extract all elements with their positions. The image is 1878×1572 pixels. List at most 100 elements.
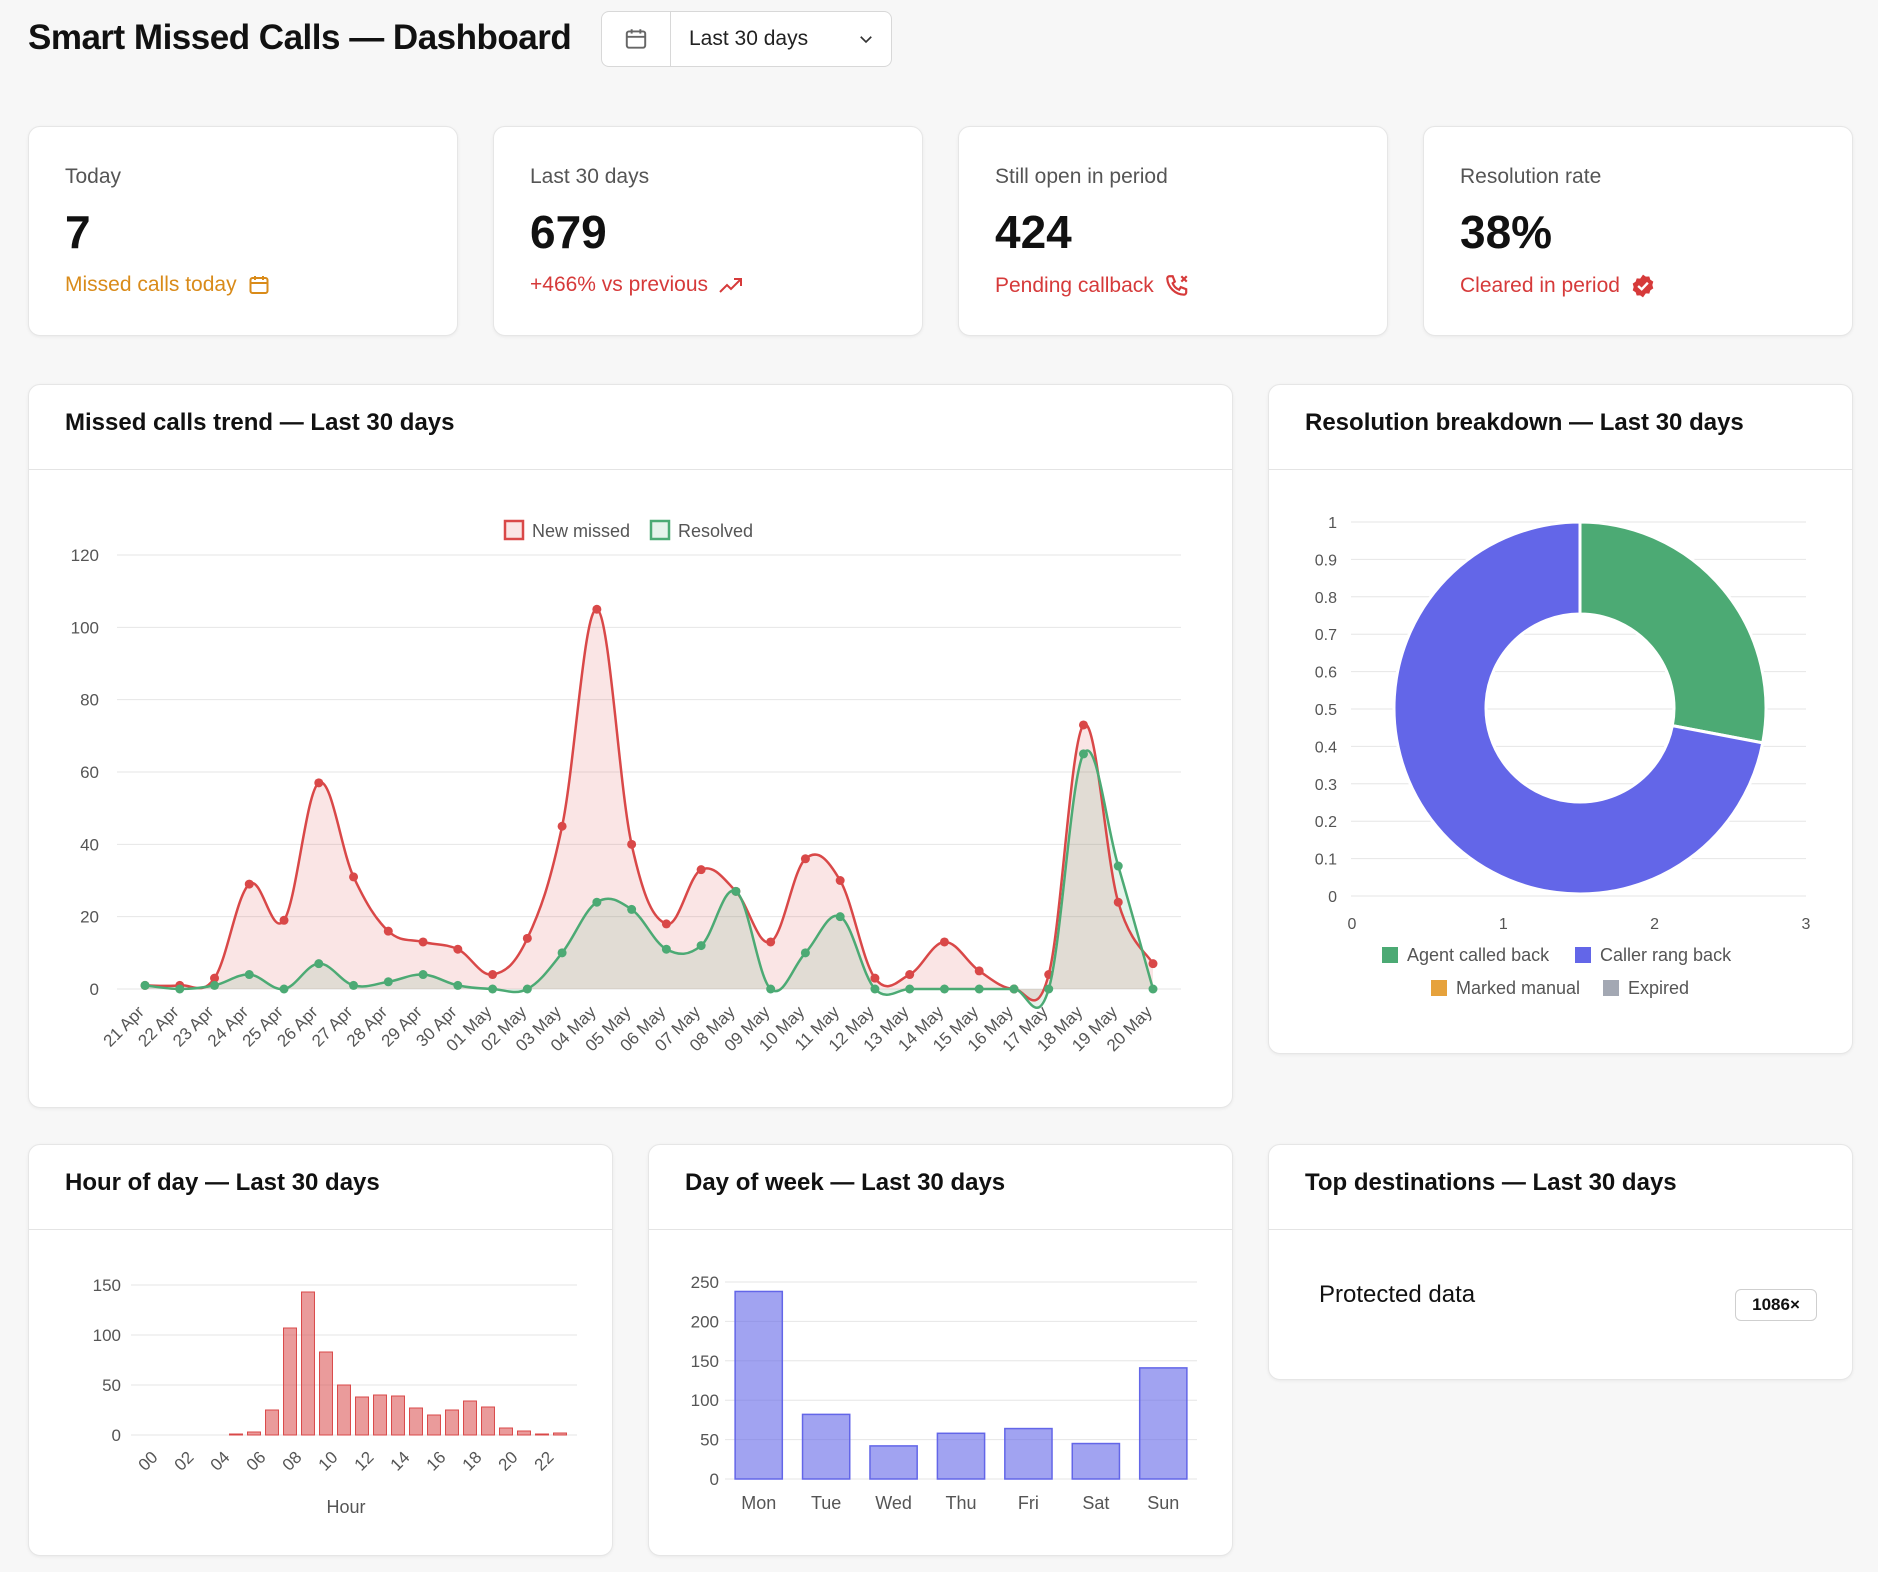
y-tick-label: 0.7 xyxy=(1315,627,1337,644)
x-axis-label: Hour xyxy=(326,1497,365,1517)
data-point xyxy=(974,984,984,994)
resolution-panel: Resolution breakdown — Last 30 days 0 0.1… xyxy=(1268,384,1853,1054)
bar xyxy=(1138,1367,1188,1480)
legend-label: Caller rang back xyxy=(1600,945,1732,965)
bar xyxy=(481,1406,495,1436)
x-tick-label: Fri xyxy=(1018,1493,1039,1513)
bar xyxy=(553,1432,567,1436)
data-point xyxy=(627,839,637,849)
kpi-card-today: Today 7 Missed calls today xyxy=(28,126,458,336)
divider xyxy=(29,469,1232,470)
data-point xyxy=(557,821,567,831)
x-tick-label: 3 xyxy=(1801,916,1810,933)
x-tick-label: 08 xyxy=(279,1448,306,1475)
kpi-subtext-label: +466% vs previous xyxy=(530,273,709,296)
series-area xyxy=(145,750,1153,1008)
y-tick-label: 0 xyxy=(1328,889,1337,906)
legend-swatch xyxy=(1575,947,1591,963)
calendar-button[interactable] xyxy=(602,12,671,66)
data-point xyxy=(349,872,359,882)
destination-name[interactable]: Protected data xyxy=(1319,1281,1476,1308)
bar xyxy=(463,1400,477,1436)
data-point xyxy=(453,980,463,990)
trend-panel: Missed calls trend — Last 30 days 0 20 40 6… xyxy=(28,384,1233,1108)
calendar-icon xyxy=(625,29,647,49)
panel-title: Missed calls trend — Last 30 days xyxy=(65,409,455,436)
legend-swatch xyxy=(1431,980,1447,996)
data-point xyxy=(1078,749,1088,759)
y-tick-label: 200 xyxy=(691,1312,719,1331)
y-tick-label: 120 xyxy=(71,546,99,565)
kpi-label: Last 30 days xyxy=(530,165,650,188)
bar xyxy=(355,1396,369,1436)
legend-label: Marked manual xyxy=(1456,978,1580,998)
bar xyxy=(1071,1442,1121,1480)
bar xyxy=(247,1431,261,1436)
data-point xyxy=(870,984,880,994)
data-point xyxy=(1078,720,1088,730)
x-tick-label: 02 xyxy=(171,1448,198,1475)
y-tick-label: 0.9 xyxy=(1315,552,1337,569)
data-point xyxy=(488,984,498,994)
x-tick-label: 20 xyxy=(495,1448,522,1475)
data-point xyxy=(1113,897,1123,907)
x-tick-label: Thu xyxy=(945,1493,976,1513)
kpi-subtext: Pending callback xyxy=(995,273,1190,299)
data-point xyxy=(418,970,428,980)
data-point xyxy=(244,879,254,889)
x-tick-label: Tue xyxy=(811,1493,841,1513)
legend-label: Agent called back xyxy=(1407,945,1550,965)
kpi-subtext-label: Missed calls today xyxy=(65,273,237,296)
data-point xyxy=(522,984,532,994)
x-tick-label: 14 xyxy=(387,1448,414,1475)
data-point xyxy=(1148,984,1158,994)
kpi-value: 424 xyxy=(995,206,1072,258)
day-of-week-chart: 0 50 100 150 200 250 Mon Tue Wed Thu Fri Sat Sun xyxy=(691,1273,1197,1513)
legend-label: Resolved xyxy=(678,521,753,541)
divider xyxy=(1269,1229,1852,1230)
trending-up-icon xyxy=(719,278,743,293)
panel-title: Hour of day — Last 30 days xyxy=(65,1169,380,1196)
range-dropdown-toggle[interactable] xyxy=(841,30,891,48)
y-tick-label: 0 xyxy=(90,980,99,999)
kpi-subtext: Cleared in period xyxy=(1460,273,1656,299)
legend-swatch xyxy=(1603,980,1619,996)
bar xyxy=(517,1430,531,1436)
pie-slice xyxy=(1392,520,1765,896)
data-point xyxy=(418,937,428,947)
range-select-value[interactable]: Last 30 days xyxy=(689,27,809,50)
data-point xyxy=(279,984,289,994)
bar xyxy=(391,1395,405,1436)
page-title: Smart Missed Calls — Dashboard xyxy=(28,18,572,57)
x-tick-label: Wed xyxy=(875,1493,912,1513)
bar xyxy=(1004,1427,1053,1480)
data-point xyxy=(731,886,741,896)
x-tick-label: 1 xyxy=(1499,916,1508,933)
date-range-picker[interactable]: Last 30 days xyxy=(601,11,892,67)
hour-panel: Hour of day — Last 30 days 0 50 100 150 00 02… xyxy=(28,1144,613,1556)
data-point xyxy=(766,984,776,994)
data-point xyxy=(1148,959,1158,969)
kpi-card-still-open: Still open in period 424 Pending callbac… xyxy=(958,126,1388,336)
data-point xyxy=(870,973,880,983)
bar xyxy=(499,1427,513,1436)
y-tick-label: 1 xyxy=(1328,515,1337,532)
data-point xyxy=(939,937,949,947)
data-point xyxy=(488,970,498,980)
y-tick-label: 0.8 xyxy=(1315,590,1337,607)
x-tick-label: 00 xyxy=(135,1448,162,1475)
data-point xyxy=(349,980,359,990)
bar xyxy=(283,1327,297,1436)
bar xyxy=(409,1407,423,1436)
data-point xyxy=(592,604,602,614)
data-point xyxy=(383,977,393,987)
data-point xyxy=(175,984,185,994)
x-tick-label: 22 xyxy=(531,1448,558,1475)
bar xyxy=(427,1414,441,1436)
x-tick-label: Mon xyxy=(741,1493,776,1513)
kpi-card-last-30-days: Last 30 days 679 +466% vs previous xyxy=(493,126,923,336)
panel-title: Top destinations — Last 30 days xyxy=(1305,1169,1677,1196)
data-point xyxy=(661,944,671,954)
bar xyxy=(535,1433,549,1436)
